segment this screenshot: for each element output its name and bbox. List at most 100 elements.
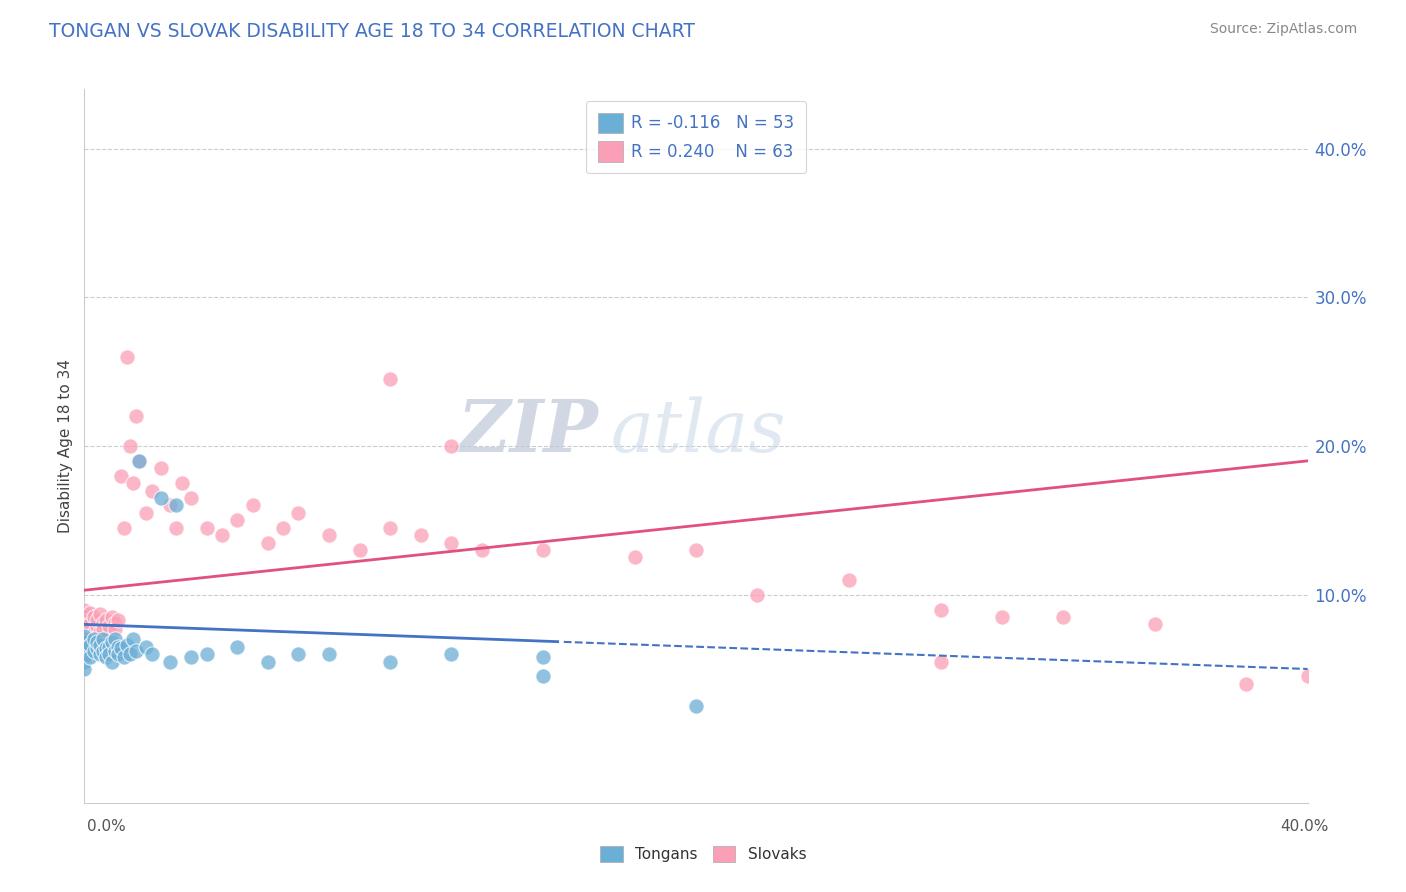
Text: 40.0%: 40.0% xyxy=(1281,820,1329,834)
Point xyxy=(991,610,1014,624)
Point xyxy=(211,528,233,542)
Point xyxy=(115,350,138,364)
Point xyxy=(471,543,494,558)
Point xyxy=(257,655,280,669)
Point xyxy=(73,632,96,647)
Point xyxy=(685,699,707,714)
Point xyxy=(104,632,127,647)
Point xyxy=(120,647,142,661)
Point xyxy=(110,641,132,656)
Point xyxy=(112,650,135,665)
Point xyxy=(122,476,145,491)
Point xyxy=(531,669,554,683)
Point xyxy=(73,629,96,643)
Point xyxy=(73,640,96,654)
Point xyxy=(101,635,124,649)
Point xyxy=(120,439,142,453)
Point xyxy=(73,610,96,624)
Point xyxy=(380,655,402,669)
Point xyxy=(318,647,340,661)
Point xyxy=(135,506,157,520)
Text: atlas: atlas xyxy=(610,396,786,467)
Point xyxy=(79,606,101,620)
Point xyxy=(73,620,96,634)
Text: ZIP: ZIP xyxy=(457,396,598,467)
Point xyxy=(86,613,108,627)
Point xyxy=(73,650,96,665)
Text: Source: ZipAtlas.com: Source: ZipAtlas.com xyxy=(1209,22,1357,37)
Point xyxy=(86,619,108,633)
Point xyxy=(141,483,163,498)
Point xyxy=(101,655,124,669)
Point xyxy=(242,499,264,513)
Point xyxy=(73,629,96,643)
Point xyxy=(89,647,111,661)
Point xyxy=(97,640,120,654)
Point xyxy=(125,644,148,658)
Point xyxy=(104,615,127,630)
Point xyxy=(107,613,129,627)
Point xyxy=(172,476,194,491)
Point xyxy=(91,644,114,658)
Point xyxy=(159,499,181,513)
Point xyxy=(380,372,402,386)
Point xyxy=(91,622,114,636)
Point xyxy=(86,635,108,649)
Point xyxy=(180,650,202,665)
Point xyxy=(83,610,105,624)
Point xyxy=(125,409,148,424)
Point xyxy=(1236,677,1258,691)
Point xyxy=(89,638,111,652)
Point xyxy=(128,454,150,468)
Point xyxy=(73,647,96,661)
Point xyxy=(531,543,554,558)
Point xyxy=(287,506,309,520)
Point xyxy=(73,662,96,676)
Point xyxy=(128,454,150,468)
Point xyxy=(271,521,294,535)
Point xyxy=(122,632,145,647)
Point xyxy=(104,622,127,636)
Point xyxy=(141,647,163,661)
Point xyxy=(226,513,249,527)
Point xyxy=(76,615,98,629)
Y-axis label: Disability Age 18 to 34: Disability Age 18 to 34 xyxy=(58,359,73,533)
Point xyxy=(409,528,432,542)
Point xyxy=(97,619,120,633)
Point xyxy=(73,655,96,669)
Point xyxy=(440,439,463,453)
Point xyxy=(165,499,187,513)
Text: 0.0%: 0.0% xyxy=(87,820,127,834)
Point xyxy=(1143,617,1166,632)
Point xyxy=(149,491,172,505)
Point xyxy=(195,647,218,661)
Point xyxy=(159,655,181,669)
Point xyxy=(929,602,952,616)
Point xyxy=(83,632,105,647)
Point xyxy=(97,647,120,661)
Point xyxy=(73,635,96,649)
Point xyxy=(1296,669,1319,683)
Point xyxy=(149,461,172,475)
Point xyxy=(73,644,96,658)
Point xyxy=(89,607,111,621)
Point xyxy=(180,491,202,505)
Point xyxy=(79,617,101,632)
Point xyxy=(89,624,111,639)
Point xyxy=(531,650,554,665)
Point xyxy=(349,543,371,558)
Point xyxy=(115,638,138,652)
Point xyxy=(112,521,135,535)
Point xyxy=(91,632,114,647)
Point xyxy=(76,624,98,638)
Point xyxy=(165,521,187,535)
Point xyxy=(226,640,249,654)
Legend: Tongans, Slovaks: Tongans, Slovaks xyxy=(593,840,813,868)
Point xyxy=(73,602,96,616)
Point xyxy=(79,650,101,665)
Point xyxy=(94,641,117,656)
Point xyxy=(91,615,114,630)
Point xyxy=(94,650,117,665)
Point xyxy=(380,521,402,535)
Point xyxy=(195,521,218,535)
